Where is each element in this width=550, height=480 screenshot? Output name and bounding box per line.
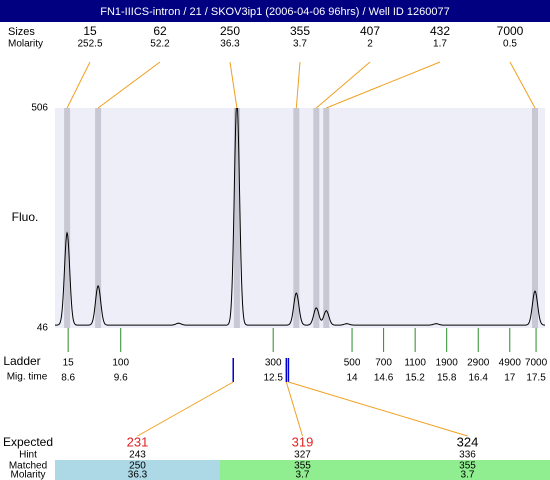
connector	[97, 61, 161, 109]
y-tick-label: 46	[37, 323, 49, 334]
connector	[315, 61, 371, 109]
expected-connector	[285, 381, 303, 437]
y-label: Fluo.	[12, 210, 39, 224]
ladder-size: 100	[112, 358, 129, 369]
ladder-size: 2900	[467, 358, 490, 369]
header-value: 2	[367, 39, 373, 50]
y-tick-label: 506	[31, 103, 48, 114]
expected-value: 319	[292, 434, 314, 449]
connector	[295, 61, 301, 109]
ladder-size: 700	[375, 358, 392, 369]
peak-apex	[97, 285, 99, 287]
header-label: Sizes	[8, 26, 35, 38]
header-value: 7000	[497, 24, 524, 38]
header-value: 3.7	[293, 39, 307, 50]
ladder-time: 12.5	[263, 373, 283, 384]
ladder-time: 14	[346, 373, 358, 384]
expected-connector	[137, 381, 234, 437]
header-value: 432	[430, 24, 450, 38]
header-label: Molarity	[8, 39, 43, 50]
title-bar	[0, 0, 550, 22]
matched-bg	[220, 460, 385, 480]
peak-apex	[66, 232, 68, 234]
ladder-time: 14.6	[374, 373, 394, 384]
header-value: 407	[360, 24, 380, 38]
trace-line	[55, 108, 545, 326]
peak-apex	[534, 290, 536, 292]
ladder-time: 9.6	[114, 373, 128, 384]
ladder-size: 500	[344, 358, 361, 369]
hint-value: 243	[129, 450, 146, 461]
peak-apex	[435, 323, 437, 325]
connector	[509, 61, 536, 109]
peak-apex	[346, 323, 348, 325]
ladder-time: 17.5	[526, 373, 546, 384]
connector	[326, 61, 441, 109]
peak-apex	[325, 310, 327, 312]
matched-bg	[385, 460, 550, 480]
header-value: 355	[290, 24, 310, 38]
ladder-time: 15.2	[405, 373, 425, 384]
matched-value: 355	[294, 461, 311, 472]
ladder-time: 15.8	[437, 373, 457, 384]
molarity-value: 3.7	[461, 470, 475, 480]
hint-value: 327	[294, 450, 311, 461]
molarity-value: 3.7	[296, 470, 310, 480]
ladder-size: 1900	[436, 358, 459, 369]
header-value: 62	[153, 24, 167, 38]
header-value: 1.7	[433, 39, 447, 50]
row-label: Matched	[9, 461, 47, 472]
ladder-size: 4900	[499, 358, 522, 369]
expected-value: 324	[457, 434, 479, 449]
row-label: Hint	[19, 450, 37, 461]
ladder-size: 7000	[525, 358, 548, 369]
row-label: Molarity	[10, 470, 45, 480]
header-value: 0.5	[503, 39, 517, 50]
peak-band	[64, 108, 71, 328]
expected-value: 231	[127, 434, 149, 449]
peak-band	[293, 108, 300, 328]
peak-apex	[295, 292, 297, 294]
ladder-size: 300	[265, 358, 282, 369]
ladder-size: 1100	[404, 358, 426, 369]
peak-band	[233, 108, 240, 328]
molarity-value: 36.3	[128, 470, 148, 480]
row-label: Expected	[3, 435, 53, 449]
peak-apex	[315, 307, 317, 309]
expected-connector	[288, 381, 468, 437]
hint-value: 336	[459, 450, 476, 461]
title: FN1-IIICS-intron / 21 / SKOV3ip1 (2006-0…	[100, 6, 450, 18]
matched-value: 250	[129, 461, 146, 472]
connector	[66, 61, 91, 109]
header-value: 52.2	[150, 39, 170, 50]
ladder-time: 17	[504, 373, 516, 384]
peak-band	[323, 108, 330, 328]
matched-bg	[55, 460, 220, 480]
peak-apex	[236, 101, 237, 102]
header-value: 250	[220, 24, 240, 38]
ladder-time: 16.4	[468, 373, 488, 384]
plot-area	[55, 108, 545, 328]
mig-time-label: Mig. time	[7, 372, 48, 383]
connector	[229, 61, 238, 109]
peak-band	[532, 108, 539, 328]
header-value: 252.5	[77, 39, 102, 50]
header-value: 36.3	[220, 39, 240, 50]
ladder-label: Ladder	[3, 354, 40, 368]
header-value: 15	[83, 24, 97, 38]
peak-band	[95, 108, 102, 328]
matched-value: 355	[459, 461, 476, 472]
ladder-size: 15	[63, 358, 75, 369]
peak-apex	[178, 322, 180, 324]
peak-band	[313, 108, 320, 328]
ladder-time: 8.6	[61, 373, 75, 384]
